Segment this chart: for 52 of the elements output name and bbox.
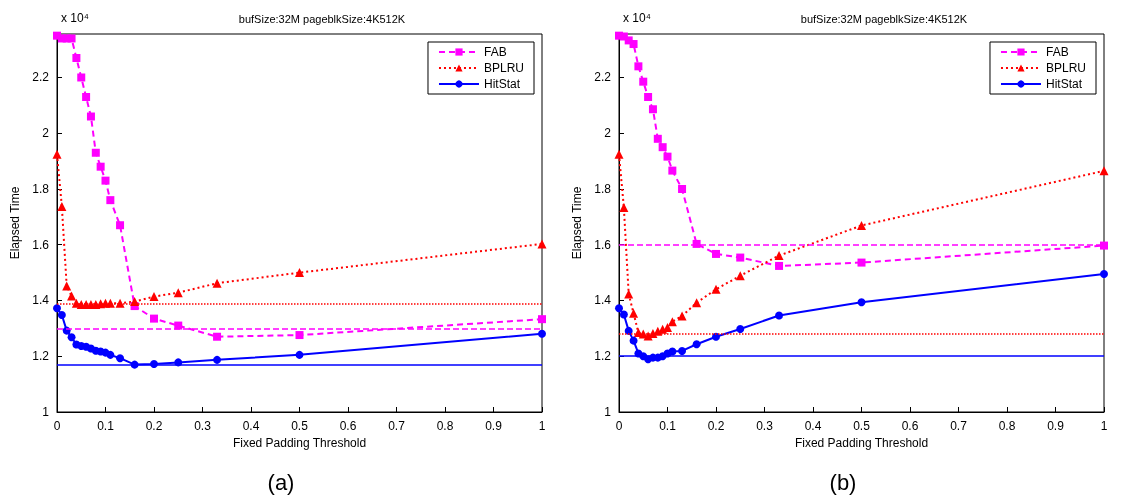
chart-title: bufSize:32M pageblkSize:4K512K (238, 12, 406, 25)
y-tick-label: 1.4 (594, 293, 612, 308)
x-tick-label: 0.2 (707, 419, 725, 433)
x-tick-label: 0.1 (659, 419, 677, 433)
legend-label: BPLRU (1045, 61, 1086, 75)
legend-label: FAB (1045, 45, 1069, 59)
x-axis-title: Fixed Padding Threshold (232, 435, 367, 450)
text: x 10⁴ (61, 11, 89, 25)
y-tick-label: 2 (604, 126, 612, 141)
x-tick-label: 0.5 (853, 419, 871, 433)
x-tick-label: 0.4 (804, 419, 822, 433)
x-tick-label: 0.7 (388, 419, 406, 433)
x-tick-label: 0.9 (1047, 419, 1065, 433)
x-tick-label: 0.4 (242, 419, 260, 433)
x-tick-label: 0 (53, 419, 61, 433)
x-tick-label: 0.8 (998, 419, 1016, 433)
legend-label: HitStat (483, 77, 521, 91)
y-tick-label: 1.8 (594, 181, 612, 196)
x-tick-label: 0.2 (145, 419, 163, 433)
y-axis-title: Elapsed Time (8, 186, 22, 260)
y-tick-label: 1 (42, 405, 50, 419)
x-tick-label: 0 (615, 419, 623, 433)
y-tick-label: 2.2 (32, 70, 50, 85)
text: (b) (829, 469, 857, 495)
y-tick-label: 1.4 (32, 293, 50, 308)
x-axis-title: Fixed Padding Threshold (794, 435, 929, 450)
x-tick-label: 1 (1100, 419, 1108, 433)
x-tick-label: 0.6 (901, 419, 919, 433)
y-tick-label: 1 (604, 405, 612, 419)
legend-label: BPLRU (483, 61, 524, 75)
x-tick-label: 0.7 (950, 419, 968, 433)
x-tick-label: 0.1 (97, 419, 115, 433)
chart-title: bufSize:32M pageblkSize:4K512K (800, 12, 968, 25)
y-tick-label: 2 (42, 126, 50, 141)
y-axis-title: Elapsed Time (570, 186, 584, 260)
legend-label: HitStat (1045, 77, 1083, 91)
x-tick-label: 0.6 (339, 419, 357, 433)
x-tick-label: 0.8 (436, 419, 454, 433)
y-tick-label: 1.2 (594, 349, 612, 364)
y-tick-label: 1.6 (594, 237, 612, 252)
text: (a) (267, 469, 295, 495)
legend-label: FAB (483, 45, 507, 59)
y-tick-label: 1.8 (32, 181, 50, 196)
x-tick-label: 0.9 (485, 419, 503, 433)
text: x 10⁴ (623, 11, 651, 25)
y-tick-label: 2.2 (594, 70, 612, 85)
x-tick-label: 0.5 (291, 419, 309, 433)
x-tick-label: 1 (538, 419, 546, 433)
x-tick-label: 0.3 (194, 419, 212, 433)
y-tick-label: 1.6 (32, 237, 50, 252)
x-tick-label: 0.3 (756, 419, 774, 433)
y-tick-label: 1.2 (32, 349, 50, 364)
